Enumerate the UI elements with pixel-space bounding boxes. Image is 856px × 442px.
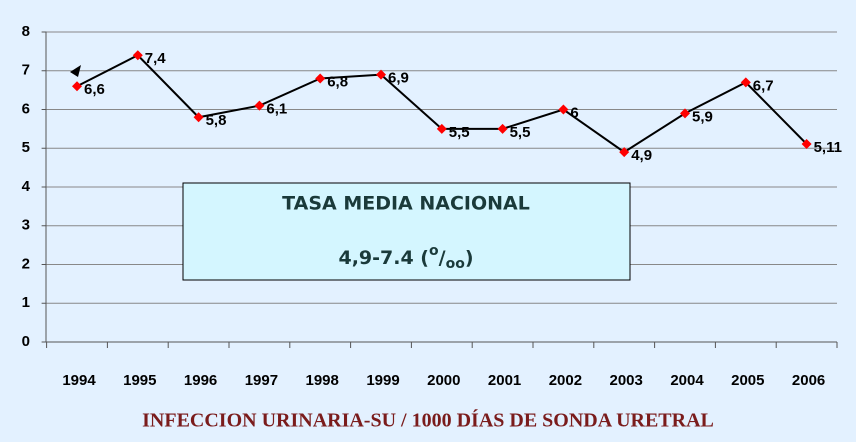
x-tick-label: 1996 bbox=[184, 372, 217, 389]
annotation-part: oo bbox=[446, 256, 466, 272]
y-tick-label: 0 bbox=[22, 333, 30, 350]
grid bbox=[41, 31, 838, 348]
marker bbox=[376, 69, 386, 80]
value-label: 5,8 bbox=[206, 112, 227, 129]
value-label: 6,1 bbox=[266, 101, 287, 118]
marker bbox=[193, 112, 204, 123]
marker bbox=[619, 147, 630, 158]
x-tick-label: 2006 bbox=[792, 372, 825, 389]
y-tick-label: 8 bbox=[22, 23, 30, 40]
marker bbox=[254, 100, 265, 111]
y-tick-label: 1 bbox=[22, 294, 30, 311]
x-tick-label: 1998 bbox=[306, 372, 339, 389]
annotation-range: 4,9-7.4 (o/oo) bbox=[338, 243, 473, 272]
marker bbox=[740, 77, 751, 88]
annotation-part: ) bbox=[465, 247, 474, 269]
y-tick-label: 5 bbox=[22, 139, 30, 156]
marker bbox=[558, 104, 569, 115]
plot: 6,6 7,4 5,8 6,1 6,8 6,9 5,5 5,5 6 4,9 5,9 6,7 5,11 bbox=[72, 50, 842, 164]
value-label: 6,7 bbox=[753, 77, 774, 94]
value-label: 5,9 bbox=[692, 108, 713, 125]
marker bbox=[436, 123, 447, 134]
x-tick-label: 2002 bbox=[549, 372, 582, 389]
x-tick-label: 2005 bbox=[731, 372, 764, 389]
x-tick-label: 2004 bbox=[670, 372, 704, 389]
annotation-title: TASA MEDIA NACIONAL bbox=[282, 193, 530, 215]
y-tick-label: 7 bbox=[22, 62, 30, 79]
value-label: 6,9 bbox=[388, 70, 409, 87]
x-tick-label: 2000 bbox=[427, 372, 460, 389]
marker bbox=[72, 81, 82, 92]
x-tick-label: 1997 bbox=[245, 372, 278, 389]
x-tick-label: 1999 bbox=[366, 372, 399, 389]
annotation-box bbox=[182, 182, 631, 281]
y-tick-label: 2 bbox=[22, 255, 30, 272]
value-label: 6,8 bbox=[327, 73, 348, 90]
arrow-icon bbox=[70, 65, 81, 77]
value-label: 6 bbox=[570, 104, 578, 121]
x-tick-label: 1994 bbox=[62, 372, 96, 389]
annotation-part: o bbox=[429, 243, 439, 259]
marker bbox=[801, 138, 812, 149]
marker bbox=[680, 108, 690, 119]
y-tick-label: 6 bbox=[22, 100, 30, 117]
x-tick-label: 2003 bbox=[610, 372, 643, 389]
marker bbox=[132, 50, 143, 61]
x-tick-label: 1995 bbox=[123, 372, 156, 389]
y-tick-label: 3 bbox=[22, 217, 30, 234]
marker bbox=[315, 73, 326, 84]
x-tick-label: 2001 bbox=[488, 372, 521, 389]
value-label: 7,4 bbox=[145, 50, 167, 67]
value-label: 5,11 bbox=[814, 139, 842, 156]
annotation-part: 4,9-7.4 ( bbox=[338, 247, 429, 269]
value-label: 5,5 bbox=[449, 124, 470, 141]
value-label: 4,9 bbox=[631, 147, 652, 164]
marker bbox=[497, 123, 508, 134]
x-axis-title: INFECCION URINARIA-SU / 1000 DÍAS DE SON… bbox=[142, 409, 714, 432]
value-label: 5,5 bbox=[510, 124, 531, 141]
annotation-part: / bbox=[439, 247, 446, 269]
value-label: 6,6 bbox=[84, 81, 105, 98]
y-tick-label: 4 bbox=[22, 178, 31, 195]
